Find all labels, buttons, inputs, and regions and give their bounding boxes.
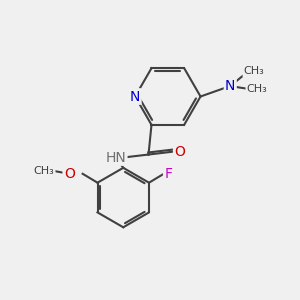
- Text: O: O: [64, 167, 75, 181]
- Text: CH₃: CH₃: [247, 84, 267, 94]
- Text: O: O: [174, 145, 185, 159]
- Text: CH₃: CH₃: [34, 166, 54, 176]
- Text: CH₃: CH₃: [244, 66, 264, 76]
- Text: N: N: [225, 79, 236, 93]
- Text: F: F: [164, 167, 172, 181]
- Text: N: N: [130, 89, 140, 103]
- Text: HN: HN: [105, 151, 126, 164]
